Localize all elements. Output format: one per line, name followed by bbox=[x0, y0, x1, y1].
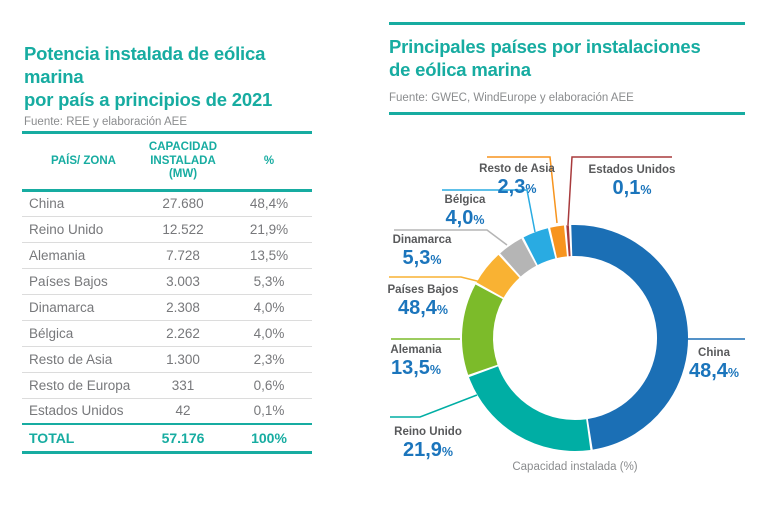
chart-callout-estados_unidos: Estados Unidos 0,1% bbox=[557, 164, 707, 201]
chart-callout-value: 2,3% bbox=[497, 176, 537, 198]
header-country: PAÍS/ ZONA bbox=[22, 131, 140, 192]
chart-callout-value: 4,0% bbox=[445, 207, 485, 229]
leader-line-belgica bbox=[442, 189, 536, 233]
donut-segment-china bbox=[571, 225, 689, 450]
country-cell: China bbox=[22, 190, 140, 217]
chart-callout-value: 21,9% bbox=[402, 439, 454, 461]
percent-cell: 2,3% bbox=[226, 346, 312, 373]
chart-callout-belgica: Bélgica 4,0% bbox=[390, 194, 540, 231]
donut-segment-reino_unido bbox=[469, 365, 591, 451]
donut-ring bbox=[389, 156, 745, 451]
capacity-cell: 2.262 bbox=[140, 320, 226, 347]
chart-callout-alemania: Alemania 13,5% bbox=[341, 344, 491, 381]
table-row: Resto de Europa 331 0,6% bbox=[22, 372, 312, 399]
total-capacity-cell: 57.176 bbox=[140, 423, 226, 454]
country-cell: Bélgica bbox=[22, 320, 140, 347]
capacity-cell: 3.003 bbox=[140, 268, 226, 295]
country-cell: Resto de Europa bbox=[22, 372, 140, 399]
leader-line-estados_unidos bbox=[567, 156, 672, 226]
chart-callout-value: 5,3% bbox=[402, 247, 442, 269]
donut-chart: China 48,4% Reino Unido 21,9% Alemania 13,5% P… bbox=[384, 130, 768, 521]
chart-callout-value: 13,5% bbox=[390, 357, 442, 379]
table-row: Resto de Asia 1.300 2,3% bbox=[22, 346, 312, 373]
percent-cell: 0,6% bbox=[226, 372, 312, 399]
percent-cell: 21,9% bbox=[226, 216, 312, 243]
chart-callout-reino_unido: Reino Unido 21,9% bbox=[353, 426, 503, 463]
leader-line-resto_asia bbox=[487, 156, 558, 224]
donut-segment-paises_bajos bbox=[476, 254, 520, 299]
table-row: Bélgica 2.262 4,0% bbox=[22, 320, 312, 347]
chart-callout-label: Alemania bbox=[390, 344, 442, 356]
capacity-cell: 27.680 bbox=[140, 190, 226, 217]
leader-line-dinamarca bbox=[394, 229, 508, 246]
left-panel: Potencia instalada de eólica marina por … bbox=[22, 42, 314, 454]
percent-cell: 48,4% bbox=[226, 190, 312, 217]
chart-callout-label: Estados Unidos bbox=[588, 164, 676, 176]
capacity-cell: 12.522 bbox=[140, 216, 226, 243]
chart-callout-dinamarca: Dinamarca 5,3% bbox=[347, 234, 497, 271]
percent-cell: 5,3% bbox=[226, 268, 312, 295]
capacity-cell: 2.308 bbox=[140, 294, 226, 321]
left-panel-title: Potencia instalada de eólica marina por … bbox=[24, 42, 314, 111]
right-title-line1: Principales países por instalaciones bbox=[389, 36, 701, 57]
country-cell: Dinamarca bbox=[22, 294, 140, 321]
left-title-line1: Potencia instalada de eólica marina bbox=[24, 43, 266, 87]
donut-segment-alemania bbox=[462, 284, 504, 375]
header-capacity: CAPACIDAD INSTALADA (MW) bbox=[140, 131, 226, 192]
chart-callout-china: China 48,4% bbox=[639, 347, 768, 384]
table-total-row: TOTAL 57.176 100% bbox=[22, 423, 312, 454]
leader-line-reino_unido bbox=[390, 394, 478, 418]
chart-callout-label: Resto de Asia bbox=[479, 163, 555, 175]
right-panel-title: Principales países por instalaciones de … bbox=[389, 35, 749, 81]
left-title-line2: por país a principios de 2021 bbox=[24, 89, 273, 110]
percent-cell: 13,5% bbox=[226, 242, 312, 269]
chart-callout-resto_asia: Resto de Asia 2,3% bbox=[442, 163, 592, 200]
chart-caption: Capacidad instalada (%) bbox=[512, 461, 638, 473]
table-header-row: PAÍS/ ZONA CAPACIDAD INSTALADA (MW) % bbox=[22, 131, 312, 192]
country-cell: Alemania bbox=[22, 242, 140, 269]
chart-callout-label: Dinamarca bbox=[392, 234, 452, 246]
percent-cell: 4,0% bbox=[226, 294, 312, 321]
chart-callout-paises_bajos: Países Bajos 48,4% bbox=[348, 284, 498, 321]
total-percent-cell: 100% bbox=[226, 423, 312, 454]
top-divider-line bbox=[389, 22, 745, 25]
chart-callout-value: 48,4% bbox=[688, 360, 740, 382]
table-row: Dinamarca 2.308 4,0% bbox=[22, 294, 312, 321]
capacity-table: PAÍS/ ZONA CAPACIDAD INSTALADA (MW) % Ch… bbox=[22, 131, 312, 454]
chart-callout-value: 48,4% bbox=[397, 297, 449, 319]
donut-segment-dinamarca bbox=[500, 238, 537, 277]
percent-cell: 0,1% bbox=[253, 403, 285, 419]
donut-segment-resto_asia bbox=[550, 225, 568, 259]
chart-callout-label: China bbox=[698, 347, 730, 359]
leader-line-paises_bajos bbox=[389, 276, 482, 283]
country-cell: Resto de Asia bbox=[22, 346, 140, 373]
country-cell: Países Bajos bbox=[22, 268, 140, 295]
chart-callout-label: Reino Unido bbox=[394, 426, 462, 438]
table-row: Estados Unidos 42 0,1% bbox=[22, 398, 312, 424]
right-panel-source: Fuente: GWEC, WindEurope y elaboración A… bbox=[389, 92, 634, 104]
table-row: Alemania 7.728 13,5% bbox=[22, 242, 312, 269]
country-cell: Estados Unidos bbox=[29, 403, 124, 419]
donut-segment-belgica bbox=[523, 228, 556, 266]
chart-callout-value: 0,1% bbox=[612, 177, 652, 199]
percent-cell: 4,0% bbox=[226, 320, 312, 347]
mid-divider-line bbox=[389, 112, 745, 115]
chart-callout-label: Países Bajos bbox=[387, 284, 459, 296]
header-percent: % bbox=[226, 131, 312, 192]
capacity-cell: 42 bbox=[175, 403, 191, 419]
table-row: Países Bajos 3.003 5,3% bbox=[22, 268, 312, 295]
capacity-cell: 331 bbox=[140, 372, 226, 399]
left-panel-source: Fuente: REE y elaboración AEE bbox=[24, 116, 188, 128]
total-label-cell: TOTAL bbox=[22, 423, 140, 454]
chart-callout-label: Bélgica bbox=[444, 194, 486, 206]
right-title-line2: de eólica marina bbox=[389, 59, 531, 80]
capacity-cell: 1.300 bbox=[140, 346, 226, 373]
table-row: Reino Unido 12.522 21,9% bbox=[22, 216, 312, 243]
country-cell: Reino Unido bbox=[22, 216, 140, 243]
table-row: China 27.680 48,4% bbox=[22, 190, 312, 217]
capacity-cell: 7.728 bbox=[140, 242, 226, 269]
